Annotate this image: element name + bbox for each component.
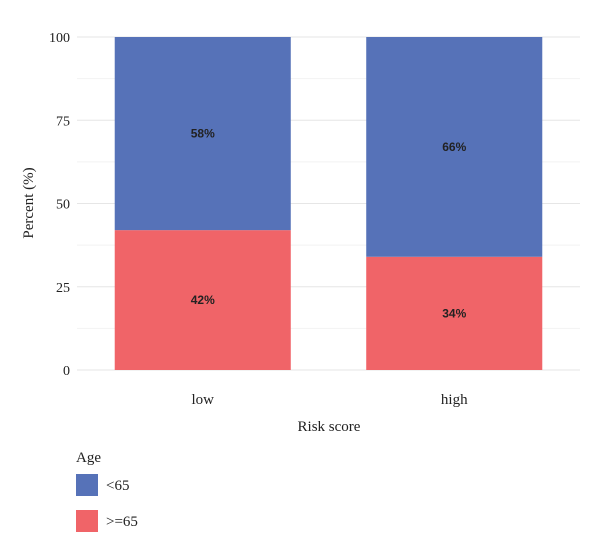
x-axis-ticks: low high xyxy=(192,392,469,408)
bar-high-<65 xyxy=(366,37,543,257)
data-labels: 42% 58% 34% 66% xyxy=(191,127,467,321)
legend: Age <65 >=65 xyxy=(76,450,138,532)
y-axis-ticks: 0 25 50 75 100 xyxy=(49,31,70,379)
x-tick-label: low xyxy=(192,392,215,408)
y-tick-label: 50 xyxy=(56,198,70,213)
legend-label: >=65 xyxy=(106,514,138,530)
y-tick-label: 0 xyxy=(63,364,70,379)
legend-swatch xyxy=(76,474,98,496)
y-tick-label: 75 xyxy=(56,114,70,129)
y-axis-title: Percent (%) xyxy=(21,167,37,238)
data-label: 34% xyxy=(442,306,466,320)
legend-label: <65 xyxy=(106,478,129,494)
bar-low-<65 xyxy=(114,37,291,231)
y-tick-label: 100 xyxy=(49,31,70,46)
legend-items: <65 >=65 xyxy=(76,474,138,532)
x-axis-title: Risk score xyxy=(298,419,361,435)
y-tick-label: 25 xyxy=(56,281,70,296)
legend-swatch xyxy=(76,510,98,532)
bar-high->=65 xyxy=(366,256,543,370)
x-tick-label: high xyxy=(441,392,468,408)
legend-title: Age xyxy=(76,450,101,466)
data-label: 66% xyxy=(442,140,466,154)
data-label: 42% xyxy=(191,293,215,307)
bars xyxy=(114,37,543,370)
data-label: 58% xyxy=(191,127,215,141)
bar-low->=65 xyxy=(114,230,291,370)
